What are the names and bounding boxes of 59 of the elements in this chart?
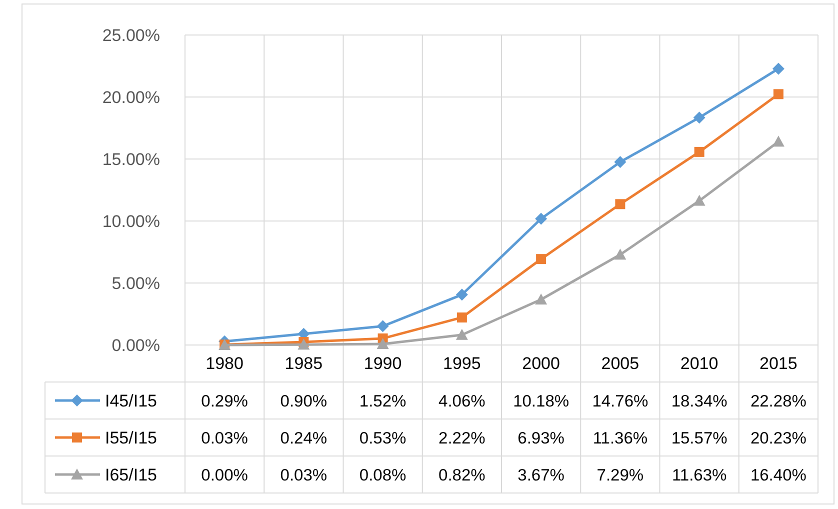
- legend-label: I55/I15: [105, 428, 157, 448]
- point: [376, 338, 389, 350]
- point: [614, 156, 626, 168]
- x-tick-label: 1995: [443, 354, 481, 373]
- x-tick-label: 2005: [601, 354, 640, 373]
- point: [772, 62, 784, 75]
- point: [614, 248, 626, 260]
- data-label: 14.76%: [592, 392, 648, 410]
- x-tick-label: 2015: [760, 354, 798, 373]
- point: [456, 288, 468, 301]
- point: [693, 112, 706, 124]
- data-label: 15.57%: [671, 429, 728, 448]
- point: [772, 136, 784, 147]
- x-tick-label: 2010: [680, 354, 718, 373]
- y-tick-label: 15.00%: [102, 150, 160, 169]
- point: [456, 328, 468, 340]
- data-label: 20.23%: [750, 429, 807, 448]
- data-label: 11.36%: [592, 429, 648, 448]
- point: [536, 254, 546, 264]
- y-tick-label: 25.00%: [102, 26, 160, 45]
- data-label: 0.82%: [438, 466, 486, 484]
- data-label: 3.67%: [518, 466, 565, 484]
- data-label: 0.03%: [280, 466, 328, 484]
- x-tick-label: 1990: [364, 354, 402, 373]
- y-tick-label: 5.00%: [112, 274, 160, 293]
- y-tick-label: 10.00%: [102, 212, 160, 231]
- data-label: 2.22%: [438, 429, 486, 448]
- data-label: 1.52%: [359, 392, 407, 410]
- point: [456, 312, 467, 322]
- y-tick-label: 0.00%: [112, 336, 160, 355]
- point: [694, 146, 704, 157]
- data-label: 22.28%: [750, 392, 807, 410]
- x-tick-label: 1980: [206, 354, 244, 373]
- data-label: 18.34%: [671, 392, 728, 410]
- point: [535, 212, 548, 225]
- data-label: 7.29%: [596, 466, 644, 484]
- point: [298, 338, 310, 350]
- data-label: 0.00%: [201, 466, 248, 484]
- data-label: 0.24%: [280, 429, 328, 448]
- point: [376, 320, 389, 332]
- x-tick-label: 1985: [284, 354, 323, 373]
- point: [693, 194, 706, 206]
- data-label: 16.40%: [750, 466, 807, 484]
- data-label: 0.03%: [201, 429, 248, 448]
- point: [615, 199, 626, 210]
- data-label: 4.06%: [438, 392, 486, 410]
- data-label: 10.18%: [513, 392, 570, 410]
- legend-label: I65/I15: [105, 465, 157, 484]
- point: [535, 293, 548, 304]
- data-label: 0.90%: [280, 392, 328, 410]
- data-label: 0.08%: [359, 466, 407, 484]
- x-tick-label: 2000: [522, 354, 560, 373]
- legend-label: I45/I15: [105, 391, 157, 410]
- y-tick-label: 20.00%: [102, 88, 160, 107]
- data-label: 0.53%: [359, 429, 407, 448]
- data-label: 11.63%: [672, 466, 728, 484]
- data-label: 6.93%: [518, 429, 565, 448]
- point: [773, 89, 784, 100]
- data-label: 0.29%: [201, 392, 248, 410]
